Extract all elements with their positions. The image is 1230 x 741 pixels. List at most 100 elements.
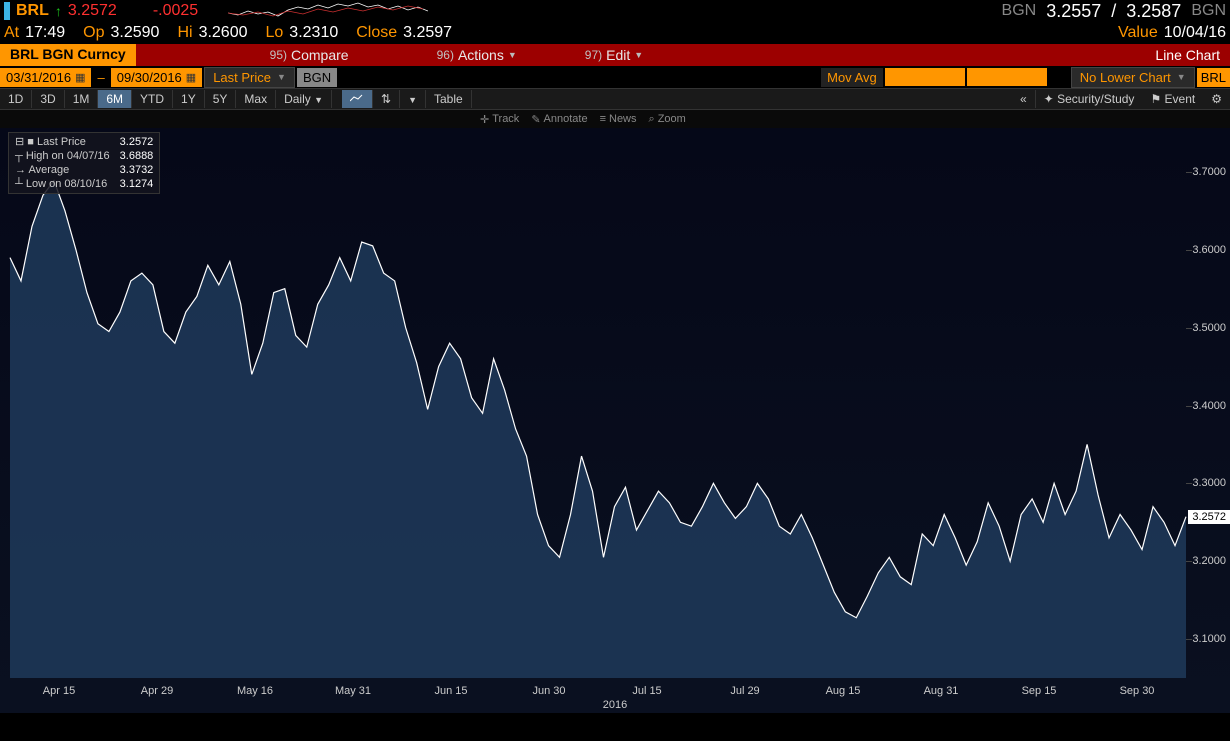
open-label: Op <box>83 24 104 42</box>
y-tick-label: 3.5000 <box>1192 322 1226 334</box>
ask-price: 3.2587 <box>1126 1 1181 22</box>
range-1m[interactable]: 1M <box>65 90 99 108</box>
pencil-icon: ✎ <box>531 113 540 126</box>
x-tick-label: Jun 30 <box>532 685 565 697</box>
chevron-down-icon: ▼ <box>634 50 643 60</box>
magnify-icon: ⌕ <box>649 113 655 126</box>
range-6m[interactable]: 6M <box>98 90 132 108</box>
y-tick-label: 3.4000 <box>1192 400 1226 412</box>
chart-icon: ✦ <box>1044 92 1054 106</box>
x-tick-label: Sep 30 <box>1120 685 1155 697</box>
actions-button[interactable]: 96)Actions▼ <box>423 47 531 63</box>
close-value: 3.2597 <box>403 24 452 42</box>
calendar-icon: ▦ <box>186 71 196 84</box>
gear-button[interactable]: ⚙ <box>1203 90 1230 108</box>
value-date: 10/04/16 <box>1164 24 1226 42</box>
range-1y[interactable]: 1Y <box>173 90 205 108</box>
chart-legend: ⊟ ■ Last Price3.2572 ┬ High on 04/07/163… <box>8 132 160 194</box>
y-tick-label: 3.3000 <box>1192 477 1226 489</box>
symbol: BRL <box>16 2 49 20</box>
flag-icon: ⚑ <box>1150 92 1161 106</box>
chevron-down-icon: ▼ <box>314 95 323 105</box>
list-icon: ≡ <box>600 113 606 125</box>
annotate-button[interactable]: ✎Annotate <box>531 113 587 126</box>
zoom-button[interactable]: ⌕Zoom <box>649 113 686 126</box>
calendar-icon: ▦ <box>75 71 85 84</box>
security-study-button[interactable]: ✦ Security/Study <box>1036 90 1143 108</box>
source-label-2: BGN <box>1191 2 1226 20</box>
high-value: 3.2600 <box>199 24 248 42</box>
last-price-tag: 3.2572 <box>1188 510 1230 524</box>
x-tick-label: Jun 15 <box>434 685 467 697</box>
low-label: Lo <box>266 24 284 42</box>
gear-icon: ⚙ <box>1211 92 1222 106</box>
news-button[interactable]: ≡News <box>600 113 637 125</box>
x-tick-label: Apr 29 <box>141 685 173 697</box>
price-chart[interactable]: ⊟ ■ Last Price3.2572 ┬ High on 04/07/163… <box>0 128 1230 713</box>
close-label: Close <box>356 24 397 42</box>
last-price: 3.2572 <box>68 2 117 20</box>
breadcrumb[interactable]: BRL BGN Curncy <box>0 44 136 66</box>
chart-type-label[interactable]: Line Chart <box>1145 47 1230 63</box>
track-button[interactable]: ✛Track <box>480 113 519 126</box>
y-tick-label: 3.1000 <box>1192 633 1226 645</box>
source-chip[interactable]: BGN <box>297 68 337 87</box>
x-tick-label: Apr 15 <box>43 685 75 697</box>
source-label-1: BGN <box>1002 2 1037 20</box>
x-tick-label: May 16 <box>237 685 273 697</box>
at-value: 17:49 <box>25 24 65 42</box>
chevron-down-icon: ▼ <box>277 72 286 82</box>
x-tick-label: Aug 15 <box>826 685 861 697</box>
y-tick-label: 3.7000 <box>1192 166 1226 178</box>
open-value: 3.2590 <box>111 24 160 42</box>
chevron-left-icon: « <box>1020 92 1027 106</box>
y-tick-label: 3.2000 <box>1192 555 1226 567</box>
collapse-button[interactable]: « <box>1012 90 1036 108</box>
line-chart-icon <box>350 93 364 103</box>
crosshair-icon: ✛ <box>480 113 489 126</box>
mov-avg-input-1[interactable] <box>885 68 965 86</box>
series-select[interactable]: Last Price▼ <box>204 67 295 88</box>
table-button[interactable]: Table <box>426 90 472 108</box>
x-tick-label: Jul 15 <box>632 685 661 697</box>
bid-price: 3.2557 <box>1046 1 1101 22</box>
price-change: -.0025 <box>153 2 198 20</box>
chevron-down-icon: ▼ <box>408 95 417 105</box>
range-1d[interactable]: 1D <box>0 90 32 108</box>
value-label: Value <box>1118 24 1158 42</box>
edit-button[interactable]: 97)Edit▼ <box>571 47 657 63</box>
at-label: At <box>4 24 19 42</box>
chart-view-button[interactable] <box>342 90 373 108</box>
date-to-input[interactable]: 09/30/2016▦ <box>111 68 202 87</box>
chevron-down-icon: ▼ <box>508 50 517 60</box>
low-value: 3.2310 <box>289 24 338 42</box>
bid-ask-sep: / <box>1111 1 1116 22</box>
x-tick-label: Jul 29 <box>730 685 759 697</box>
dropdown-button[interactable]: ▼ <box>400 90 426 108</box>
x-tick-label: Sep 15 <box>1022 685 1057 697</box>
x-tick-label: Aug 31 <box>924 685 959 697</box>
lower-chart-select[interactable]: No Lower Chart▼ <box>1071 67 1195 88</box>
date-range-sep: – <box>93 70 108 85</box>
frequency-select[interactable]: Daily ▼ <box>276 90 332 108</box>
x-axis-year: 2016 <box>603 699 627 711</box>
mov-avg-label[interactable]: Mov Avg <box>821 68 883 87</box>
sparkline-chart <box>228 1 428 21</box>
range-3d[interactable]: 3D <box>32 90 64 108</box>
x-tick-label: May 31 <box>335 685 371 697</box>
ticker-marker <box>4 2 10 20</box>
sliders-icon: ⇅ <box>381 92 391 106</box>
range-ytd[interactable]: YTD <box>132 90 173 108</box>
compare-button[interactable]: 95)Compare <box>256 47 363 63</box>
event-button[interactable]: ⚑ Event <box>1142 90 1203 108</box>
y-tick-label: 3.6000 <box>1192 244 1226 256</box>
chevron-down-icon: ▼ <box>1177 72 1186 82</box>
range-5y[interactable]: 5Y <box>205 90 237 108</box>
mov-avg-input-2[interactable] <box>967 68 1047 86</box>
symbol-chip[interactable]: BRL <box>1197 68 1230 87</box>
high-label: Hi <box>177 24 192 42</box>
range-max[interactable]: Max <box>236 90 276 108</box>
arrow-up-icon: ↑ <box>55 3 62 19</box>
settings-icon-button[interactable]: ⇅ <box>373 90 400 108</box>
date-from-input[interactable]: 03/31/2016▦ <box>0 68 91 87</box>
